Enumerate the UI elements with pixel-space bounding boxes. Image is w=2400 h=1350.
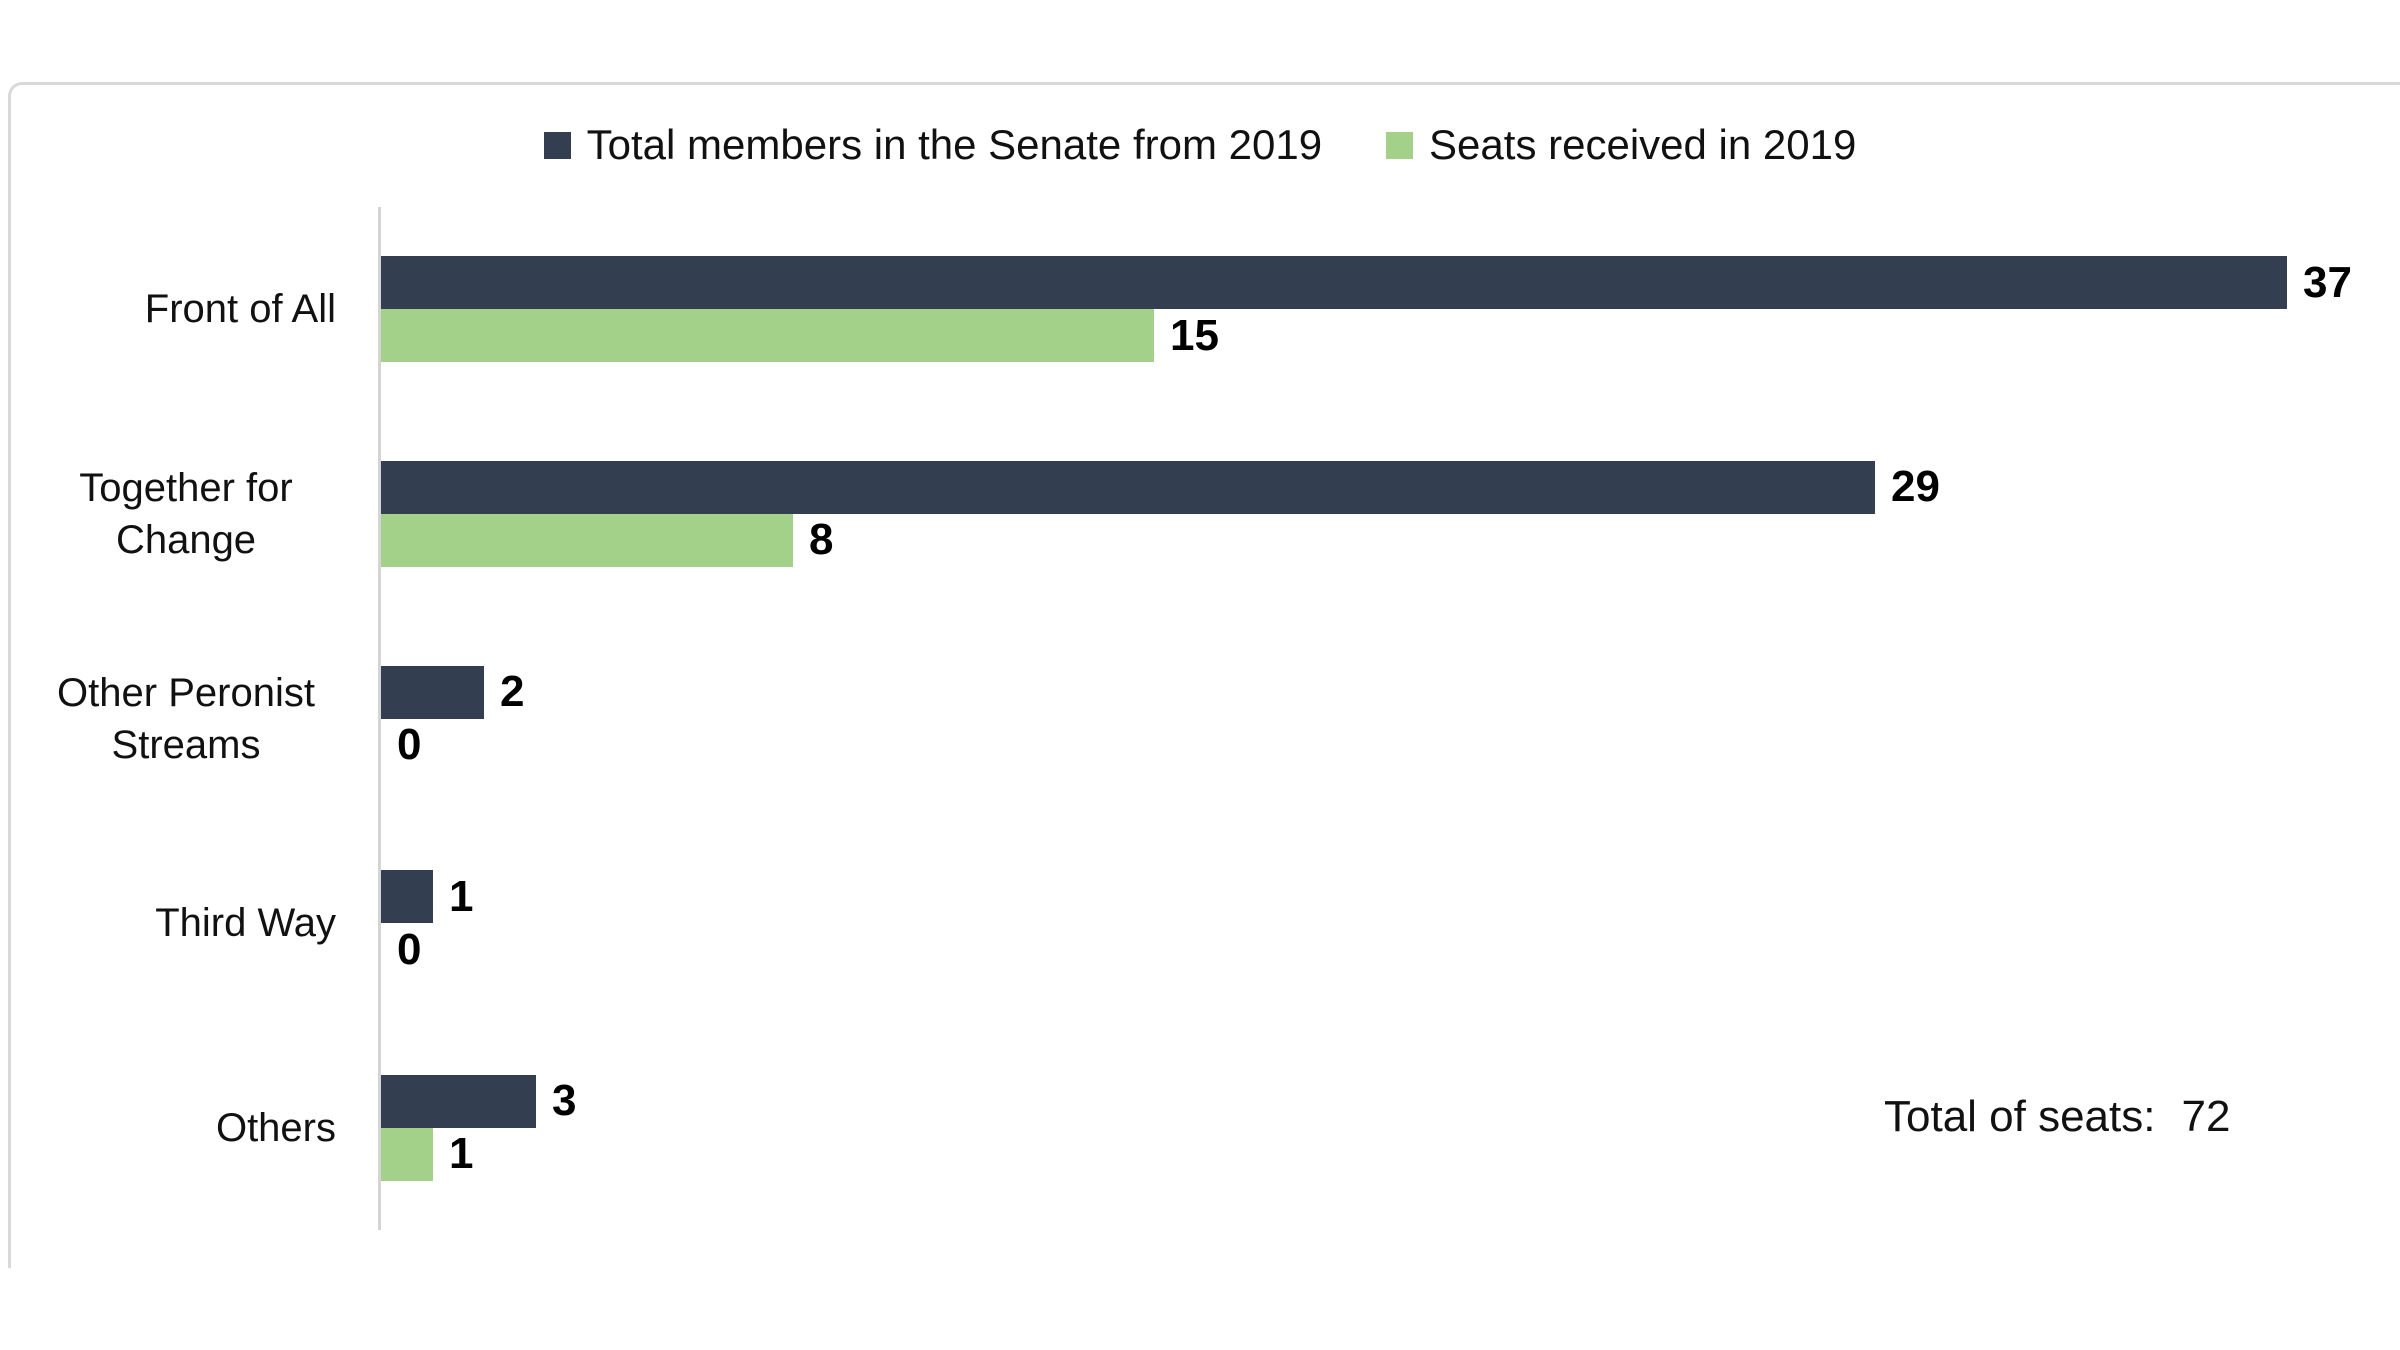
- category-label: Others: [0, 1102, 336, 1154]
- category-label: Third Way: [0, 897, 336, 949]
- category-label-text: Together for Change: [79, 465, 293, 562]
- total-seats-value: 72: [2181, 1092, 2231, 1141]
- category-label: Front of All: [0, 283, 336, 335]
- bar-total: [381, 256, 2287, 310]
- total-seats-note: Total of seats: 72: [1884, 1092, 2230, 1142]
- bar-row: 29: [381, 460, 1940, 514]
- legend-item-0: Total members in the Senate from 2019: [543, 121, 1323, 168]
- category-label: Together for Change: [0, 462, 336, 566]
- bar-seats: [381, 309, 1154, 363]
- bar-row: 15: [381, 309, 2352, 363]
- bar-value-label: 8: [809, 515, 834, 565]
- category-label: Other Peronist Streams: [0, 667, 336, 771]
- plot-area: 37 15 29 8 2 0 1 0 3 1: [378, 207, 2400, 1230]
- bar-row: 2: [381, 665, 525, 719]
- bar-value-label: 15: [1170, 310, 1219, 360]
- bar-value-label: 1: [449, 1129, 474, 1179]
- bar-row: 8: [381, 513, 1940, 567]
- bar-row: 1: [381, 870, 474, 924]
- category-axis-labels: Front of All Together for Change Other Per…: [0, 207, 336, 1230]
- bar-seats: [381, 1127, 433, 1181]
- bar-total: [381, 870, 433, 924]
- bar-value-label: 0: [397, 924, 422, 974]
- bar-seats: [381, 513, 793, 567]
- bar-value-label: 29: [1891, 462, 1940, 512]
- bar-total: [381, 460, 1875, 514]
- bar-value-label: 3: [552, 1076, 577, 1126]
- bar-total: [381, 1074, 536, 1128]
- legend-swatch-icon: [1386, 131, 1414, 159]
- bar-total: [381, 665, 484, 719]
- category-label-text: Other Peronist Streams: [57, 670, 315, 767]
- category-label-text: Others: [215, 1105, 336, 1150]
- bar-value-label: 2: [500, 667, 525, 716]
- bar-value-label: 37: [2303, 257, 2352, 307]
- bar-value-label: 1: [449, 871, 474, 921]
- legend-label: Total members in the Senate from 2019: [586, 121, 1323, 168]
- bar-group: 37 15: [381, 256, 2352, 363]
- bar-row: 1: [381, 1127, 576, 1181]
- bar-group: 29 8: [381, 460, 1940, 567]
- bar-row: 3: [381, 1074, 577, 1128]
- category-label-text: Front of All: [144, 287, 336, 332]
- bar-row: 0: [381, 923, 473, 976]
- chart-legend: Total members in the Senate from 2019 Sea…: [0, 118, 2400, 172]
- category-label-text: Third Way: [155, 901, 336, 946]
- legend-label: Seats received in 2019: [1429, 121, 1857, 168]
- bar-row: 37: [381, 256, 2352, 310]
- bar-row: 0: [381, 719, 524, 772]
- legend-item-1: Seats received in 2019: [1386, 124, 1856, 166]
- bar-value-label: 0: [397, 720, 422, 769]
- total-seats-label: Total of seats:: [1884, 1092, 2156, 1141]
- legend-swatch-icon: [543, 131, 571, 159]
